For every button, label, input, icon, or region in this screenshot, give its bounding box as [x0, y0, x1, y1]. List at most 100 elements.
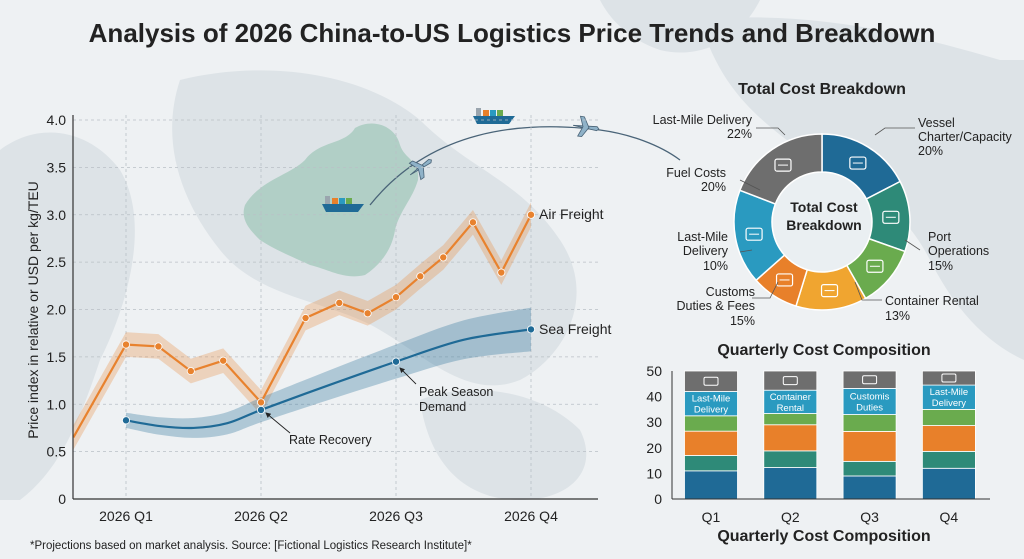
legend-sea-freight: Sea Freight — [539, 321, 611, 337]
bar-segment — [842, 431, 897, 462]
y-tick-label: 1.5 — [47, 349, 67, 365]
airplane-icon — [573, 115, 600, 138]
donut-label-customs: Customs Duties & Fees 15% — [676, 285, 755, 328]
air-freight-point — [256, 398, 265, 407]
quarterly-stacked-bar-chart: Last-MileDeliveryContainerRentalCustomis… — [684, 370, 976, 500]
svg-text:Demand: Demand — [419, 400, 466, 414]
air-freight-point — [219, 356, 228, 365]
donut-center-label: Total Cost — [790, 199, 858, 215]
air-freight-point — [122, 340, 131, 349]
annotation-rate-recovery: Rate Recovery — [265, 412, 372, 447]
route-arc — [369, 126, 681, 206]
bar-segment — [922, 408, 976, 426]
air-freight-point — [416, 272, 425, 281]
svg-text:Peak Season: Peak Season — [419, 385, 493, 399]
footnote: *Projections based on market analysis. S… — [30, 540, 472, 552]
bar-y-tick-label: 40 — [646, 389, 662, 405]
bar-segment — [922, 450, 976, 469]
bar-y-tick-label: 10 — [646, 465, 662, 481]
sea-freight-point — [527, 325, 536, 334]
ship-icon — [849, 156, 867, 170]
svg-text:22%: 22% — [727, 127, 752, 141]
x-tick-label: 2026 Q3 — [369, 508, 423, 524]
svg-text:Last-Mile: Last-Mile — [677, 230, 728, 244]
air-freight-point — [391, 293, 400, 302]
svg-text:15%: 15% — [730, 314, 755, 328]
bar-segment — [684, 455, 738, 472]
y-tick-label: 2.5 — [47, 254, 67, 270]
air-freight-point — [335, 298, 344, 307]
bar-x-tick-label: Q3 — [860, 509, 879, 525]
bar-segment — [684, 470, 738, 500]
svg-text:Charter/Capacity: Charter/Capacity — [918, 130, 1013, 144]
donut-slice — [738, 133, 823, 205]
sea-freight-line — [125, 328, 532, 430]
bar-segment — [842, 414, 897, 432]
legend-air-freight: Air Freight — [539, 206, 604, 222]
truck-icon — [703, 376, 719, 386]
bar-segment — [922, 425, 976, 452]
cargo-ship-icon — [473, 108, 515, 124]
sea-freight-point — [256, 405, 265, 414]
bar-segment — [922, 384, 976, 410]
bar-segment — [684, 370, 738, 392]
y-tick-label: 2.0 — [47, 302, 67, 318]
sea-freight-confidence-band — [126, 307, 531, 438]
bar-segment — [763, 413, 818, 426]
bar-segment — [684, 415, 738, 432]
bar-segment — [842, 460, 897, 477]
world-map-background — [0, 0, 1024, 500]
bar-segment-label: Duties — [856, 402, 883, 413]
x-tick-label: 2026 Q4 — [504, 508, 558, 524]
y-tick-label: 4.0 — [47, 112, 67, 128]
donut-labels — [739, 127, 921, 301]
price-trend-line-chart: 0 0.5 1.0 1.5 2.0 2.5 3.0 3.5 4.0 2026 Q1 2026 Q2… — [25, 112, 611, 524]
x-tick-label: 2026 Q2 — [234, 508, 288, 524]
air-freight-point — [527, 210, 536, 219]
bar-y-tick-label: 50 — [646, 363, 662, 379]
bar-segment — [763, 450, 818, 468]
china-map-shape — [243, 123, 419, 277]
donut-label-fuel: Fuel Costs 20% — [666, 166, 726, 194]
bar-segment-label: Container — [770, 392, 811, 403]
x-tick-label: 2026 Q1 — [99, 508, 153, 524]
bar-segment-label: Customis — [850, 391, 890, 402]
bar-y-tick-label: 20 — [646, 440, 662, 456]
donut-label-last-mile-10: Last-Mile Delivery 10% — [677, 230, 728, 273]
page-title: Analysis of 2026 China-to-US Logistics P… — [89, 18, 936, 48]
svg-text:Port: Port — [928, 230, 951, 244]
bar-y-tick-label: 30 — [646, 414, 662, 430]
bar-segment-label: Rental — [777, 403, 804, 414]
donut-label-container: Container Rental 13% — [885, 294, 979, 323]
bar-x-tick-label: Q4 — [940, 509, 959, 525]
air-freight-point — [154, 342, 163, 351]
cost-breakdown-donut — [733, 133, 911, 311]
barcode-icon — [775, 273, 794, 287]
crane-icon — [882, 210, 900, 224]
donut-label-last-mile-22: Last-Mile Delivery 22% — [653, 113, 753, 141]
bar-segment-label: Delivery — [932, 398, 967, 409]
svg-text:Duties & Fees: Duties & Fees — [676, 299, 755, 313]
air-freight-point — [468, 218, 477, 227]
donut-center-label: Breakdown — [786, 217, 861, 233]
svg-text:13%: 13% — [885, 309, 910, 323]
bar-chart-title: Quarterly Cost Composition — [717, 342, 930, 359]
donut-label-vessel: Vessel Charter/Capacity 20% — [918, 116, 1013, 158]
bar-segment — [842, 388, 897, 415]
svg-text:Fuel Costs: Fuel Costs — [666, 166, 726, 180]
svg-text:10%: 10% — [703, 259, 728, 273]
air-freight-point — [186, 367, 195, 376]
donut-label-port: Port Operations 15% — [928, 230, 989, 273]
bar-x-tick-label: Q1 — [702, 509, 721, 525]
bar-segment — [763, 467, 818, 500]
bar-segment-label: Delivery — [694, 405, 729, 416]
truck-icon — [941, 373, 957, 383]
svg-text:15%: 15% — [928, 259, 953, 273]
bar-y-tick-label: 0 — [654, 491, 662, 507]
svg-text:Delivery: Delivery — [683, 244, 729, 258]
bar-segment — [684, 430, 738, 456]
y-tick-label: 3.5 — [47, 159, 67, 175]
svg-text:Customs: Customs — [706, 285, 755, 299]
annotation-peak-season-demand: Peak Season Demand — [399, 367, 493, 414]
